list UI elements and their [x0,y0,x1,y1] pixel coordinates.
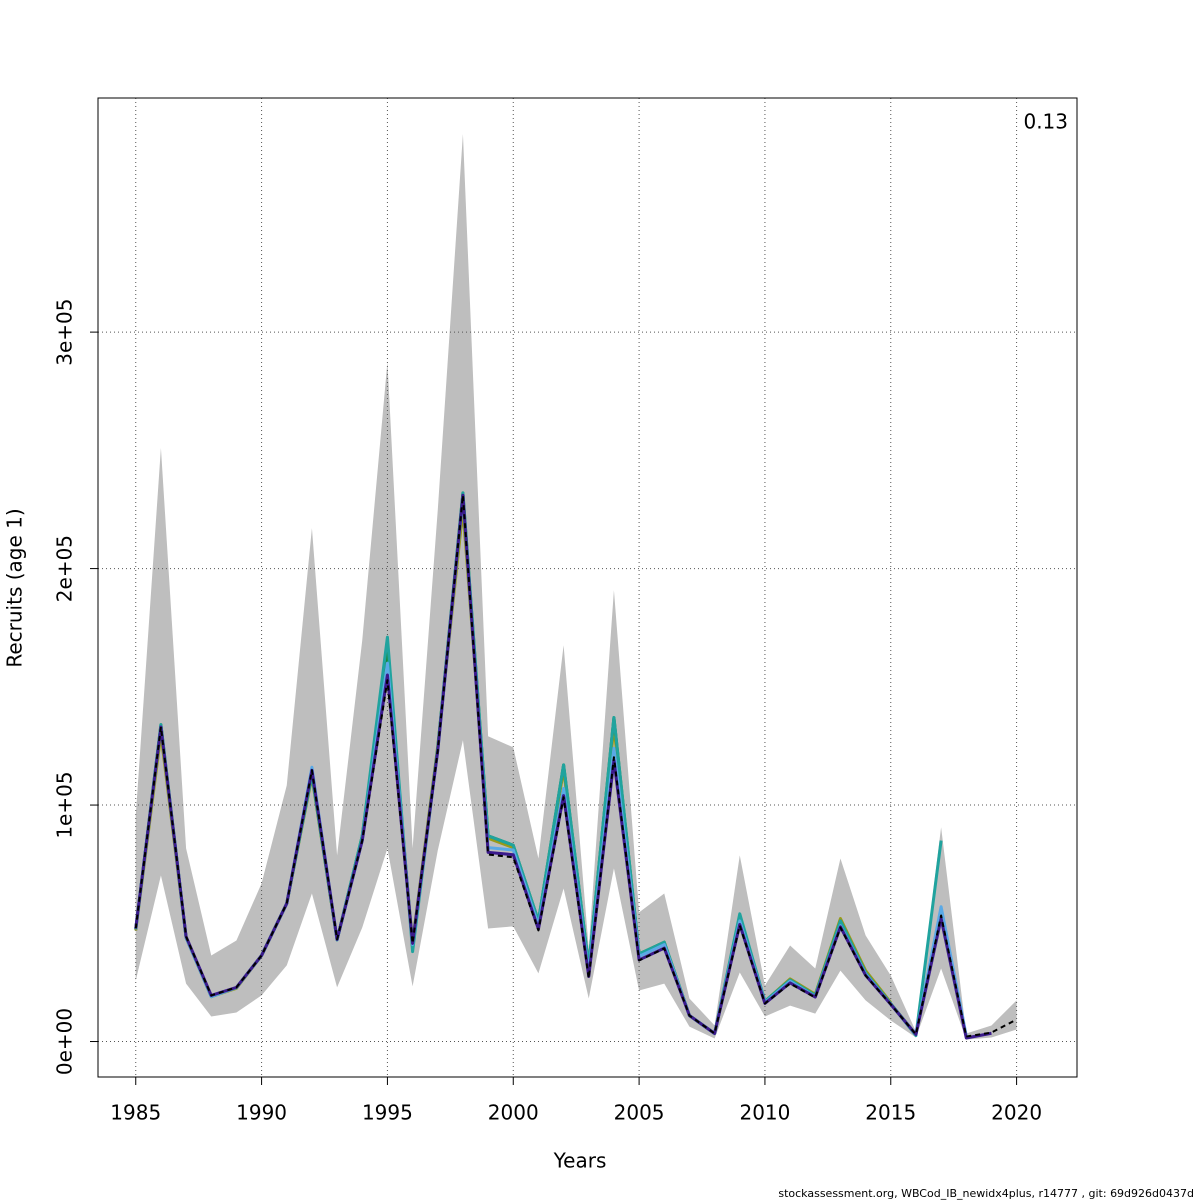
x-tick-label: 2000 [488,1101,539,1125]
confidence-band [135,133,1017,1040]
y-tick-label: 2e+05 [53,535,77,602]
x-tick-label: 1995 [362,1101,413,1125]
x-tick-label: 2015 [865,1101,916,1125]
y-tick-label: 3e+05 [53,298,77,365]
y-tick-label: 0e+00 [53,1008,77,1075]
y-tick-label: 1e+05 [53,771,77,838]
x-tick-label: 2005 [614,1101,665,1125]
x-tick-label: 1985 [110,1101,161,1125]
x-axis-label: Years [553,1149,607,1173]
x-tick-label: 2020 [991,1101,1042,1125]
annotation: 0.13 [1023,110,1068,134]
x-tick-label: 2010 [739,1101,790,1125]
plot-frame [97,97,1078,1078]
footer: stockassessment.org, WBCod_IB_newidx4plu… [778,1187,1194,1200]
x-tick-label: 1990 [236,1101,287,1125]
series-line [134,494,1018,1038]
y-axis-label: Recruits (age 1) [3,508,27,667]
